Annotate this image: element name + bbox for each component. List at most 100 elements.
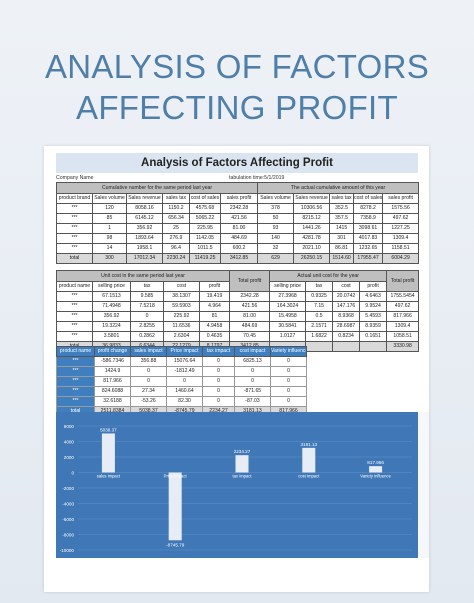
table-cell: 1309.4 [386,321,420,332]
column-header: tax [305,281,334,292]
table-cell: 3.5801 [92,331,131,342]
total-cell: 1514.60 [329,253,355,264]
table-cell: 0 [202,386,235,397]
data-label: 817.966 [367,460,384,465]
table-cell: 2.1571 [305,321,334,332]
table-cell: 0 [202,356,235,367]
column-header: Price impact [166,346,203,357]
table-cell: 27.34 [130,386,167,397]
column-header: sales tax [329,193,355,204]
table-cell: 4.6463 [359,291,388,302]
table-cell: 32 [257,243,295,254]
table-cell: 15.4958 [269,311,307,322]
profit-factor-table: product name profit change sales impact Pri… [56,346,307,417]
table-row: *** 71.4948 7.5218 59.5903 4.964 421.56 164.30… [56,301,420,312]
table-cell: 0.5 [305,311,334,322]
column-header: cost impact [234,346,271,357]
table-cell: 15076.64 [166,356,203,367]
table-cell: 378 [257,203,295,214]
table-cell: 0 [270,356,307,367]
table-cell: 0 [130,366,167,377]
column-header: sales profit [219,193,259,204]
table-cell: 4281.78 [293,233,331,244]
column-header: selling price [92,281,131,292]
poster-title-line-1: ANALYSIS OF FACTORS [44,48,430,85]
table-cell: 1755.5454 [386,291,420,302]
table-cell: 4017.83 [353,233,384,244]
table-cell: 484.69 [229,321,271,332]
table-cell: 85 [92,213,127,224]
bar [235,455,249,473]
table-cell: 1142.05 [189,233,221,244]
table-cell: 6825.13 [234,356,271,367]
bar [168,472,182,541]
table-cell: 0 [270,366,307,377]
table-cell: 2021.10 [293,243,331,254]
table-cell: 1150.2 [162,203,190,214]
table-cell: 5.4593 [359,311,388,322]
table-cell: 50 [257,213,295,224]
table-cell: 164.3024 [269,301,307,312]
table-cell: 120 [92,203,127,214]
chart-canvas: 6000 4000 2000 0 -2000 -4000 -6000 -8000 -10000 5… [60,424,412,553]
table-cell: 0 [270,376,307,387]
total-profit-header-right: Total profit [386,270,420,292]
table-cell: 6145.12 [126,213,163,224]
table-cell: 497.62 [382,213,420,224]
table-cell: 2.6304 [163,331,200,342]
table-cell: 8278.2 [353,203,384,214]
table-row: *** 19.3224 2.8255 11.6536 4.9458 484.69 30.58… [56,321,420,332]
y-tick-label: -10000 [60,548,75,553]
table-cell: 356.92 [92,311,131,322]
column-header: profit [359,281,388,292]
table-cell: 8.9359 [359,321,388,332]
table-cell: 82.30 [166,396,203,407]
table-cell: *** [56,376,95,387]
table-cell: *** [56,243,93,254]
table-cell: -1812.49 [166,366,203,377]
table-cell: 0 [234,366,271,377]
category-label: Variety influence [360,474,391,479]
table-cell: 0 [202,366,235,377]
table-cell: 19.419 [198,291,231,302]
page-edge [418,412,429,558]
total-cell: 3412.85 [219,253,259,264]
table-cell: *** [56,356,95,367]
table-cell: -871.65 [234,386,271,397]
total-cell: 3330.98 [386,341,420,352]
table-cell: 8215.12 [293,213,331,224]
y-tick-label: 2000 [64,455,75,460]
total-profit-header-left: Total profit [229,270,271,292]
column-header: cost [332,281,361,292]
table-cell: 1893.64 [126,233,163,244]
table-cell: 225.95 [189,223,221,234]
column-header: cost of sales [189,193,221,204]
table-cell: 1232.65 [353,243,384,254]
poster-title: ANALYSIS OF FACTORS AFFECTING PROFIT [0,46,474,128]
group-header-this-year: The actual cumulative amount of this yea… [257,182,420,194]
table-cell: 1011.5 [189,243,221,254]
table-cell: 356.88 [130,356,167,367]
table-cell: *** [56,311,93,322]
table-cell: 27.3968 [269,291,307,302]
data-label: -8745.79 [166,542,185,547]
category-label: sales impact [97,474,121,479]
table-cell: 225.92 [163,311,200,322]
table-cell: 421.56 [229,301,271,312]
table-cell: 497.62 [386,301,420,312]
bar [369,466,383,473]
table-row: *** 67.1513 9.585 38.1307 19.419 2342.28 27.39… [56,291,420,302]
table-cell: 0 [234,376,271,387]
column-header: Sales revenue [293,193,331,204]
column-header: product name [56,281,93,292]
table-cell: *** [56,223,93,234]
table-cell: 81.00 [229,311,271,322]
table-cell: 140 [257,233,295,244]
total-cell: 17012.34 [126,253,163,264]
table-cell: 356.92 [126,223,163,234]
data-label: 5038.37 [100,427,117,432]
column-header: tax impact [202,346,235,357]
table-cell: 0 [130,376,167,387]
table-cell: 1 [92,223,127,234]
table-cell: 276.9 [162,233,190,244]
